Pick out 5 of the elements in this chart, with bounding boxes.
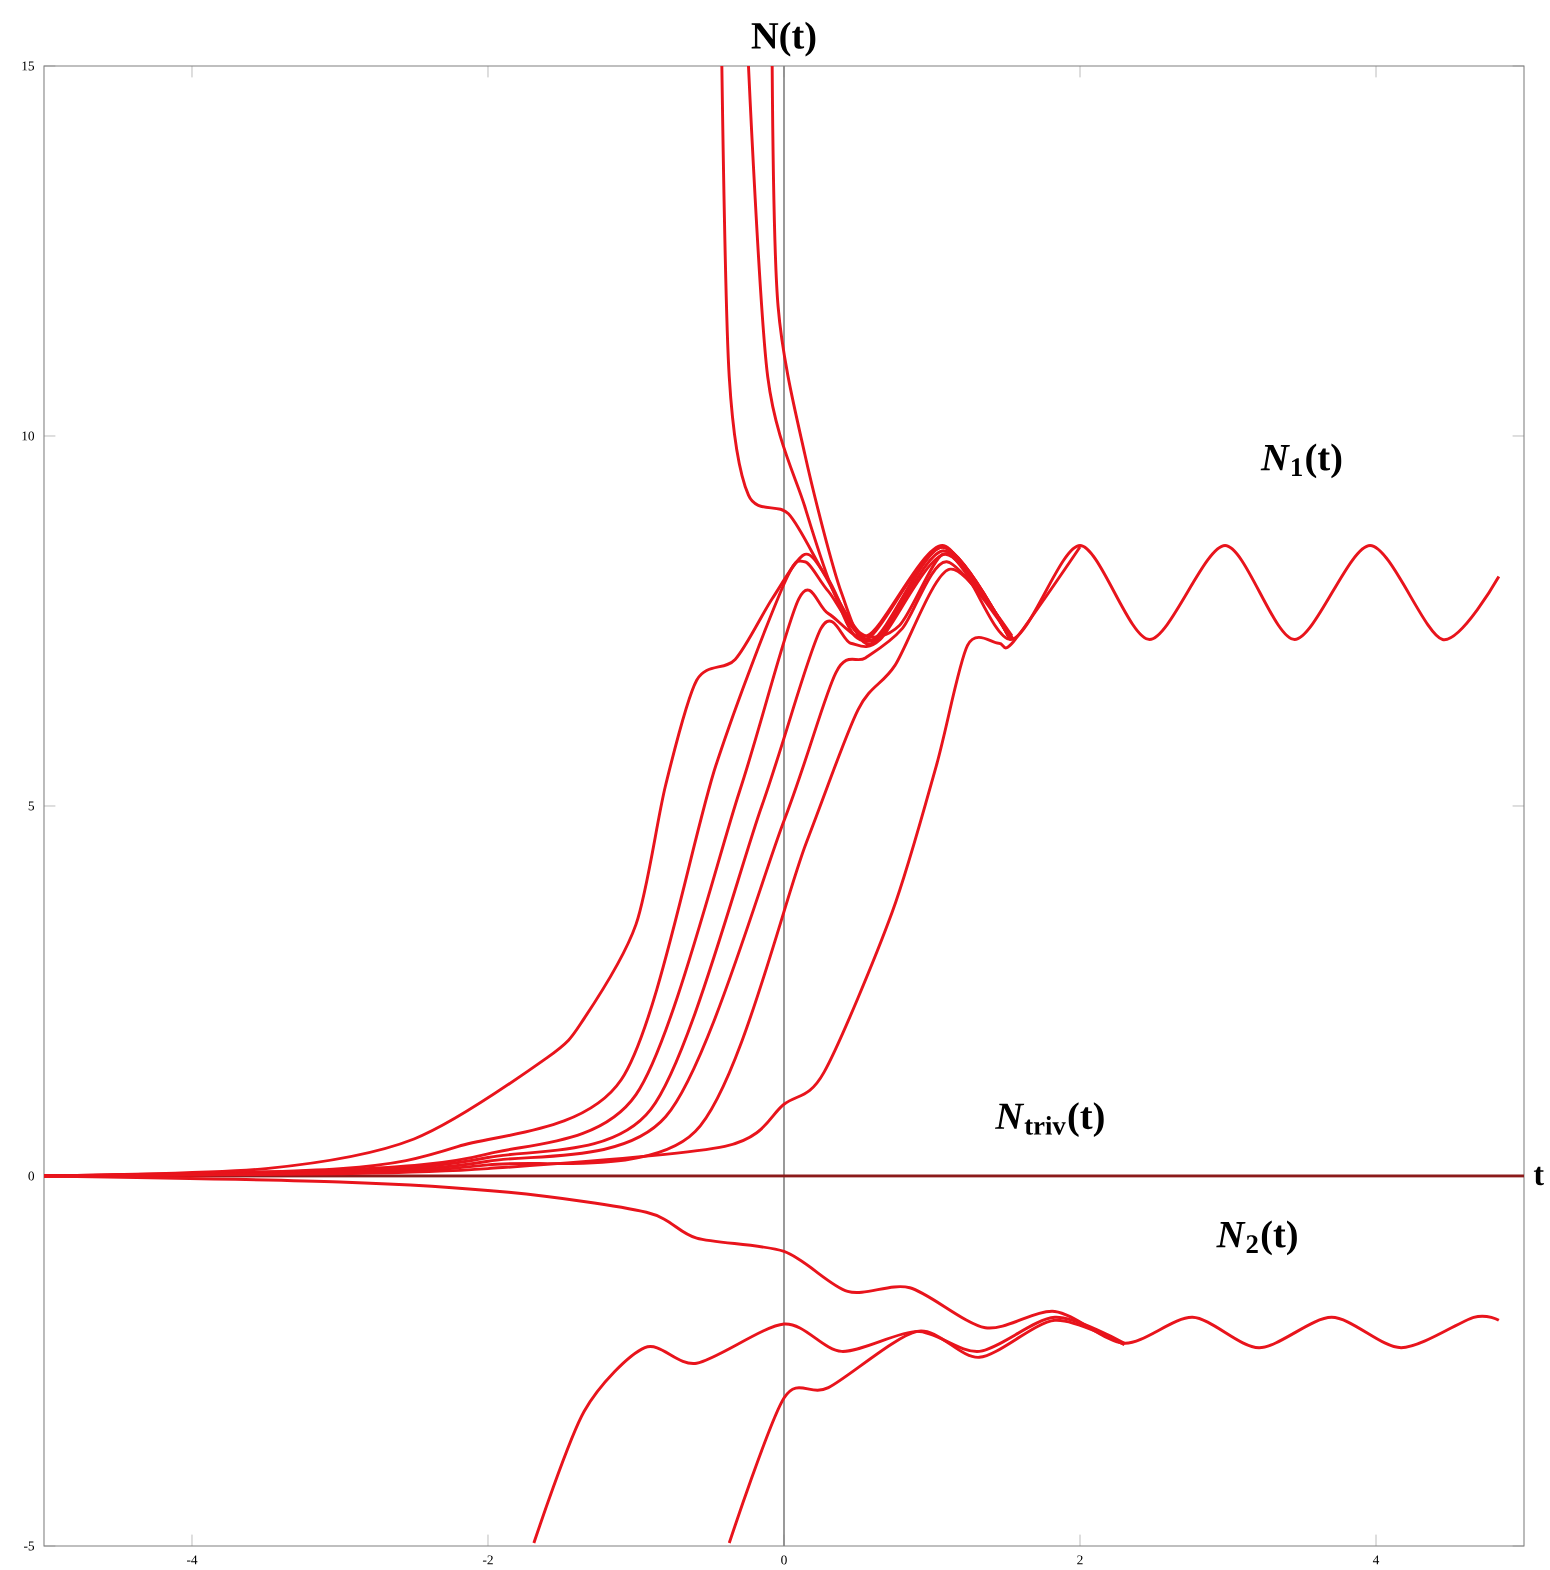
annotation: N$_{2}$(t) [1216, 1220, 1297, 1256]
x-axis-title: t [1533, 1166, 1544, 1186]
y-axis-title: N(t) [751, 21, 816, 57]
annotation: N$_{1}$(t) [1260, 443, 1342, 479]
annotation: N$_{triv}$(t) [995, 1102, 1104, 1137]
